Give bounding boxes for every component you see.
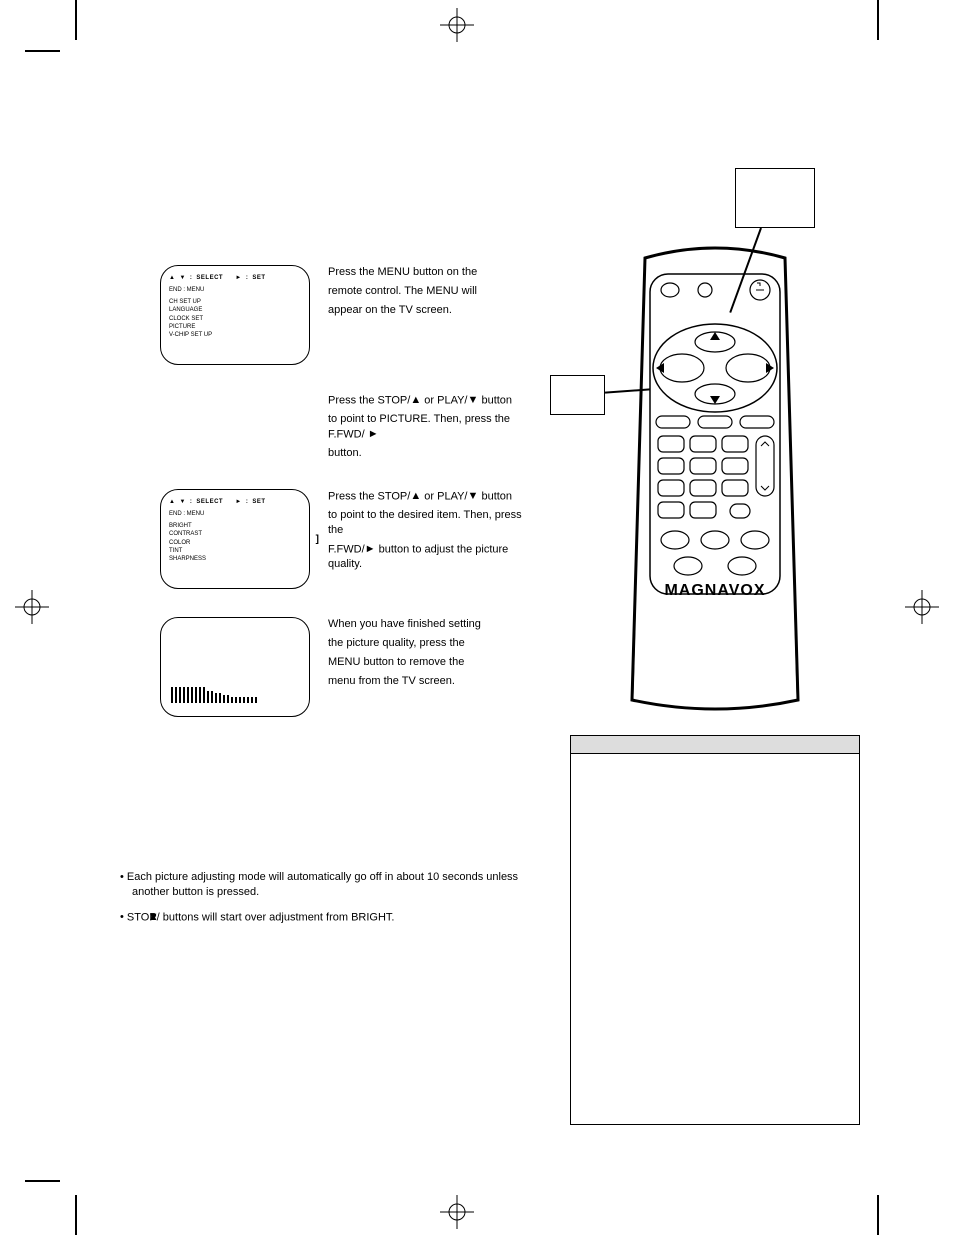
menu-item: BRIGHT: [169, 522, 301, 530]
crop-mark: [25, 50, 60, 52]
up-icon: ▲: [410, 393, 421, 408]
callout-box: [550, 375, 605, 415]
right-icon: ►: [235, 274, 241, 282]
notes-list: Each picture adjusting mode will automat…: [120, 870, 530, 935]
callout-box: [735, 168, 815, 228]
menu-head-set: SET: [252, 498, 265, 506]
up-icon: ▲: [169, 274, 175, 282]
step-text: button: [481, 394, 512, 406]
up-icon: ▲: [169, 498, 175, 506]
step-number: [120, 617, 160, 717]
menu-item: CONTRAST: [169, 530, 301, 538]
bracket-icon: ]: [316, 534, 319, 545]
menu-head-select: SELECT: [196, 498, 223, 506]
right-icon: ►: [365, 542, 376, 557]
note-text: buttons will start over adjustment from …: [163, 911, 395, 923]
divider-dots: . . . . . . . . . . . . . . . . . . . . …: [120, 140, 880, 146]
menu-item: SHARPNESS: [169, 555, 301, 563]
registration-mark-icon: [15, 590, 49, 624]
step-text: F.FWD/: [328, 543, 365, 555]
crop-mark: [25, 1180, 60, 1182]
step-text: or PLAY/: [424, 394, 467, 406]
registration-mark-icon: [440, 8, 474, 42]
step-text: button: [481, 490, 512, 502]
step-text: or PLAY/: [424, 490, 467, 502]
right-icon: ►: [235, 498, 241, 506]
tv-screen-menu-1: ▲▼ : SELECT ► : SET END : MENU CH SET UP…: [160, 265, 310, 365]
menu-end: END : MENU: [169, 286, 301, 294]
tv-screen-menu-2: ▲▼ : SELECT ► : SET END : MENU BRIGHT CO…: [160, 489, 310, 589]
menu-head-select: SELECT: [196, 274, 223, 282]
down-icon: ▼: [468, 489, 479, 504]
down-icon: ▼: [468, 393, 479, 408]
remote-brand: MAGNAVOX: [570, 582, 860, 600]
step-2: Press the STOP/▲ or PLAY/▼ button to poi…: [120, 393, 530, 461]
step-1: ▲▼ : SELECT ► : SET END : MENU CH SET UP…: [120, 265, 530, 365]
menu-item: COLOR: [169, 539, 301, 547]
remote-svg: [570, 240, 860, 720]
hints-body: [571, 754, 859, 1124]
tv-screen-adjust: [160, 617, 310, 717]
step-number: [120, 489, 160, 589]
menu-head-set: SET: [252, 274, 265, 282]
menu-item: PICTURE: [169, 323, 301, 331]
step-text: button.: [328, 446, 530, 461]
step-4: When you have finished setting the pictu…: [120, 617, 530, 717]
step-number: [120, 393, 160, 461]
right-icon: ►: [368, 427, 379, 442]
down-icon: ▼: [179, 274, 185, 282]
registration-mark-icon: [905, 590, 939, 624]
menu-item: V-CHIP SET UP: [169, 331, 301, 339]
down-icon: ▼: [179, 498, 185, 506]
registration-mark-icon: [440, 1195, 474, 1229]
adjustment-bar-icon: [171, 687, 281, 708]
crop-mark: [75, 0, 77, 40]
step-3: ▲▼ : SELECT ► : SET END : MENU BRIGHT CO…: [120, 489, 530, 589]
note-item: Each picture adjusting mode will automat…: [120, 870, 530, 900]
step-text: to point to PICTURE. Then, press the F.F…: [328, 413, 510, 440]
crop-mark: [75, 1195, 77, 1235]
step-text: Press the STOP/: [328, 394, 410, 406]
step-number: [120, 265, 160, 365]
step-text: Press the STOP/: [328, 490, 410, 502]
instructions-column: ▲▼ : SELECT ► : SET END : MENU CH SET UP…: [120, 265, 530, 745]
crop-mark: [877, 1195, 879, 1235]
up-icon: ▲: [410, 489, 421, 504]
crop-mark: [877, 0, 879, 40]
note-item: STOP/▲▼ buttons will start over adjustme…: [120, 910, 530, 925]
remote-illustration: MAGNAVOX: [570, 240, 860, 720]
menu-item: LANGUAGE: [169, 306, 301, 314]
menu-item: TINT: [169, 547, 301, 555]
helpful-hints-box: [570, 735, 860, 1125]
menu-item: CLOCK SET: [169, 315, 301, 323]
menu-item: CH SET UP: [169, 298, 301, 306]
menu-end: END : MENU: [169, 510, 301, 518]
hints-header: [571, 736, 859, 754]
